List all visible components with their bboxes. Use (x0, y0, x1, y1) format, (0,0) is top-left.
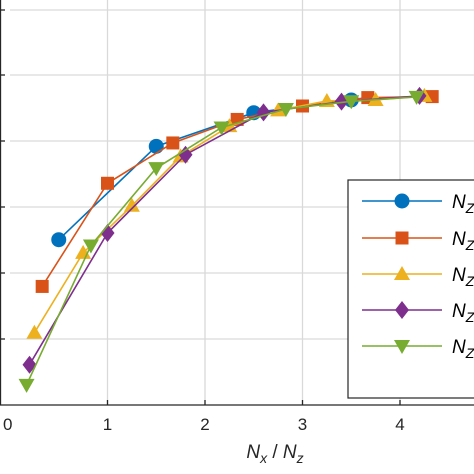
legend-entry-2: NZ (362, 265, 474, 289)
series-4 (18, 90, 425, 393)
series-3-point-2 (178, 145, 193, 164)
legend-label-1: NZ (452, 229, 474, 253)
series-1-point-2 (166, 136, 180, 150)
series-1 (35, 90, 439, 293)
series-2-point-0 (26, 324, 43, 339)
x-tick-label-0: 0 (3, 415, 12, 434)
legend-label-0: NZ (452, 192, 474, 216)
legend: NZ NZ NZ NZ NZ (347, 179, 474, 399)
x-tick-labels: 0 1 2 3 4 (3, 415, 405, 434)
legend-label-3: NZ (452, 301, 474, 325)
series-4-point-5 (343, 95, 360, 110)
series-3-point-1 (100, 224, 115, 243)
legend-label-2: NZ (452, 265, 474, 289)
legend-box (347, 179, 474, 399)
x-axis-title: Nx / Nz (246, 442, 303, 466)
legend-entry-1: NZ (362, 229, 474, 253)
series-4-point-0 (18, 378, 35, 393)
legend-marker-0 (394, 193, 410, 209)
x-tick-label-4: 4 (395, 415, 404, 434)
series-4-point-3 (213, 121, 230, 136)
series-2-point-2 (123, 197, 140, 212)
x-tick-label-3: 3 (298, 415, 307, 434)
legend-marker-2 (394, 266, 410, 280)
series-0-point-0 (51, 232, 67, 248)
legend-marker-3 (395, 301, 409, 319)
axes (0, 0, 474, 406)
legend-entry-0: NZ (362, 192, 474, 216)
x-tick-label-1: 1 (103, 415, 112, 434)
legend-marker-1 (395, 231, 409, 245)
series-1-point-1 (101, 176, 114, 190)
series-4-point-1 (82, 239, 99, 254)
series-1-point-0 (35, 279, 49, 293)
series-4-point-4 (277, 103, 294, 118)
series-layer (18, 86, 439, 393)
legend-marker-4 (394, 340, 410, 354)
x-tick-label-2: 2 (200, 415, 209, 434)
series-4-point-2 (148, 162, 165, 177)
series-4-point-6 (408, 90, 425, 105)
legend-label-4: NZ (452, 337, 474, 361)
series-0-point-1 (148, 138, 164, 154)
legend-entry-4: NZ (362, 337, 474, 361)
legend-entry-3: NZ (362, 301, 474, 325)
